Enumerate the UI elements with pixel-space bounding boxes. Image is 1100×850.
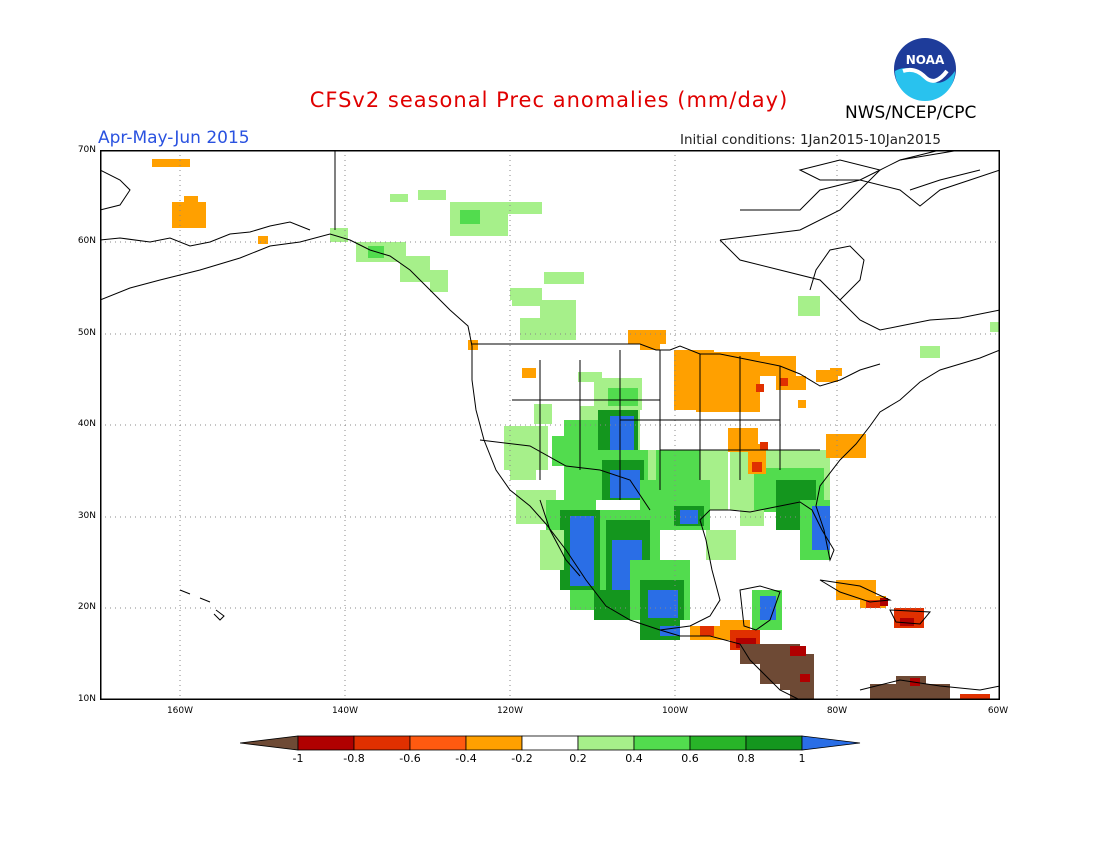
colorbar-bin-9 bbox=[745, 735, 803, 751]
colorbar-bin-5 bbox=[521, 735, 579, 751]
lon-label-120w: 120W bbox=[496, 706, 524, 716]
grid-lines bbox=[100, 150, 1000, 700]
lat-label-20n: 20N bbox=[77, 602, 96, 612]
lat-label-70n: 70N bbox=[77, 145, 96, 155]
initial-conditions-label: Initial conditions: 1Jan2015-10Jan2015 bbox=[680, 132, 941, 148]
colorbar-label-9: 1 bbox=[798, 752, 806, 765]
lat-label-30n: 30N bbox=[77, 511, 96, 521]
map-title: CFSv2 seasonal Prec anomalies (mm/day) bbox=[309, 88, 789, 112]
colorbar-bin-highest bbox=[801, 735, 861, 751]
noaa-logo: NOAA bbox=[894, 38, 956, 101]
anomaly-shading bbox=[152, 159, 1000, 700]
lat-label-10n: 10N bbox=[77, 694, 96, 704]
colorbar-label-2: -0.6 bbox=[399, 752, 421, 765]
colorbar-bin-6 bbox=[577, 735, 635, 751]
lon-label-80w: 80W bbox=[826, 706, 848, 716]
coastlines bbox=[100, 150, 1000, 700]
lat-label-60n: 60N bbox=[77, 236, 96, 246]
agency-label: NWS/NCEP/CPC bbox=[845, 103, 977, 123]
colorbar bbox=[240, 735, 861, 751]
svg-text:NOAA: NOAA bbox=[906, 53, 945, 67]
colorbar-bin-1 bbox=[297, 735, 355, 751]
lon-label-160w: 160W bbox=[166, 706, 194, 716]
colorbar-bin-2 bbox=[353, 735, 411, 751]
map-frame bbox=[100, 150, 1000, 700]
colorbar-bin-7 bbox=[633, 735, 691, 751]
lon-label-60w: 60W bbox=[987, 706, 1009, 716]
lat-label-40n: 40N bbox=[77, 419, 96, 429]
colorbar-label-4: -0.2 bbox=[511, 752, 533, 765]
colorbar-bin-lowest bbox=[240, 735, 299, 751]
lon-label-100w: 100W bbox=[661, 706, 689, 716]
colorbar-label-7: 0.6 bbox=[681, 752, 699, 765]
colorbar-label-1: -0.8 bbox=[343, 752, 365, 765]
season-label: Apr-May-Jun 2015 bbox=[98, 128, 250, 148]
colorbar-bin-4 bbox=[465, 735, 523, 751]
colorbar-label-0: -1 bbox=[292, 752, 304, 765]
anomaly-map bbox=[100, 150, 1000, 700]
colorbar-label-3: -0.4 bbox=[455, 752, 477, 765]
lon-label-140w: 140W bbox=[331, 706, 359, 716]
colorbar-bin-8 bbox=[689, 735, 747, 751]
lat-label-50n: 50N bbox=[77, 328, 96, 338]
colorbar-label-5: 0.2 bbox=[569, 752, 587, 765]
colorbar-bin-3 bbox=[409, 735, 467, 751]
colorbar-label-6: 0.4 bbox=[625, 752, 643, 765]
colorbar-label-8: 0.8 bbox=[737, 752, 755, 765]
